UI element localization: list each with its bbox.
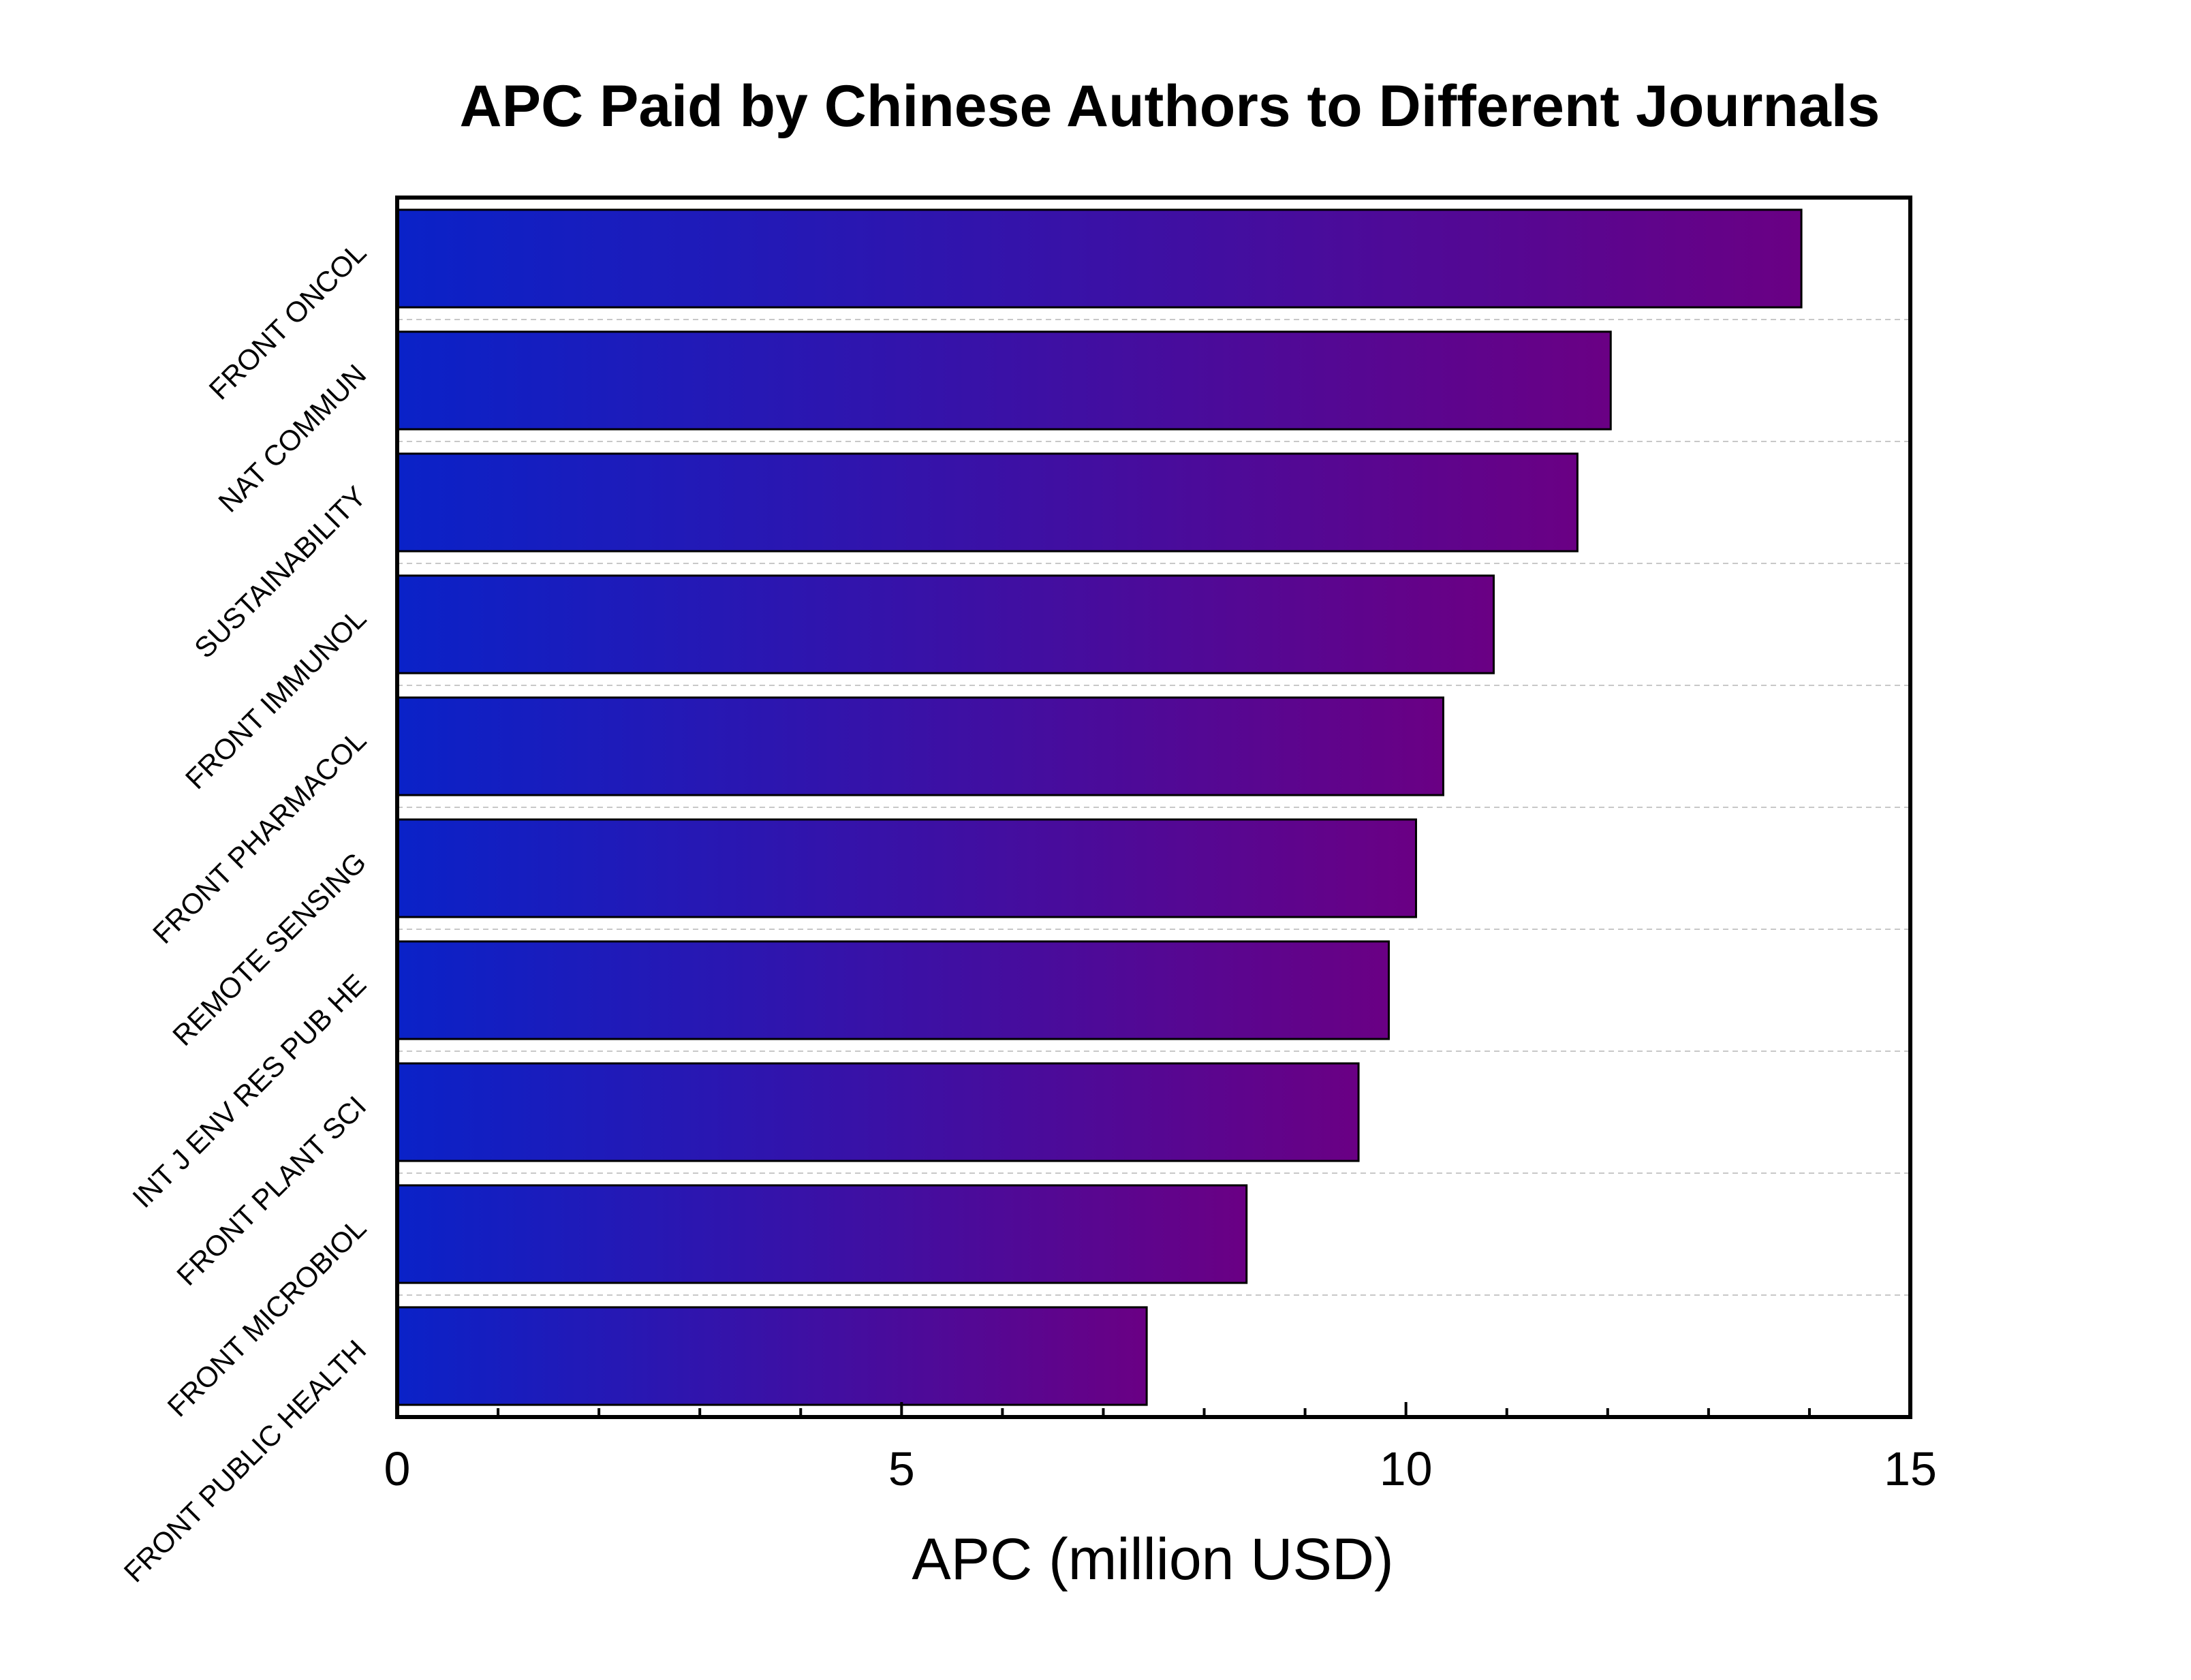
bar — [396, 330, 1612, 431]
chart-title: APC Paid by Chinese Authors to Different… — [460, 74, 1880, 139]
bar — [396, 452, 1579, 553]
plot-frame — [395, 196, 1912, 1419]
bars — [396, 208, 1803, 1406]
x-axis-label: APC (million USD) — [912, 1527, 1393, 1592]
bar — [396, 208, 1803, 309]
bar — [396, 1184, 1248, 1284]
grid-lines — [397, 319, 1910, 1296]
x-tick-label: 5 — [888, 1442, 915, 1495]
x-tick-label: 10 — [1380, 1442, 1433, 1495]
x-tick-label: 15 — [1884, 1442, 1937, 1495]
bar — [396, 574, 1495, 674]
x-axis-ticks: 0 5 10 15 — [384, 1402, 1937, 1495]
x-tick-label: 0 — [384, 1442, 411, 1495]
bar — [396, 1062, 1360, 1162]
bar — [396, 940, 1390, 1040]
bar — [396, 818, 1417, 918]
bar — [396, 696, 1444, 796]
bar — [396, 1306, 1148, 1406]
